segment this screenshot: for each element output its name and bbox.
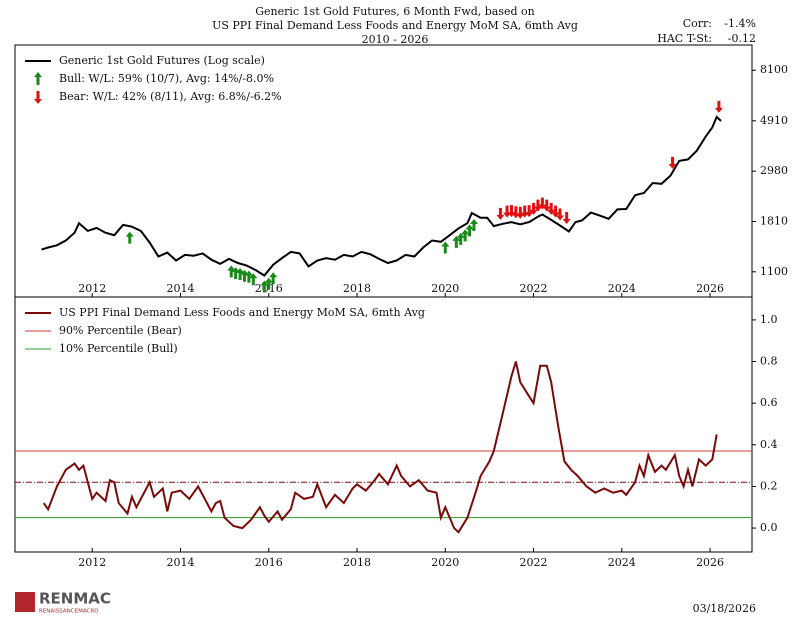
x-tick-label: 2012 (78, 556, 106, 569)
legend-label: US PPI Final Demand Less Foods and Energ… (59, 306, 425, 319)
signal-arrow (533, 199, 542, 212)
y-tick-label: 1100 (760, 265, 788, 278)
x-tick-label: 2020 (431, 282, 459, 295)
hac-value: -0.12 (728, 32, 756, 45)
x-tick-label: 2026 (696, 282, 724, 295)
x-tick-label: 2014 (166, 556, 194, 569)
corr-value: -1.4% (724, 17, 756, 30)
y-tick-label: 0.4 (760, 438, 778, 451)
signal-arrow (236, 268, 245, 281)
legend-swatch (34, 72, 42, 85)
x-tick-label: 2026 (696, 556, 724, 569)
legend-swatch (34, 91, 42, 104)
y-tick-label: 0.2 (760, 479, 778, 492)
signal-arrow (249, 273, 258, 286)
signal-arrow (244, 270, 253, 283)
x-tick-label: 2018 (343, 556, 371, 569)
signal-arrow (260, 280, 269, 293)
signal-arrow (227, 265, 236, 278)
x-tick-label: 2022 (520, 556, 548, 569)
x-tick-label: 2022 (520, 282, 548, 295)
signal-arrow (556, 208, 565, 221)
signal-arrow (520, 205, 529, 218)
hac-label: HAC T-St: (657, 32, 712, 45)
signal-arrow (516, 206, 525, 219)
y-tick-label: 2980 (760, 164, 788, 177)
signal-arrow (496, 207, 505, 220)
y-tick-label: 1.0 (760, 313, 778, 326)
title-line: US PPI Final Demand Less Foods and Energ… (212, 19, 578, 32)
x-tick-label: 2014 (166, 282, 194, 295)
legend-label: 90% Percentile (Bear) (59, 324, 182, 337)
signal-arrow (465, 224, 474, 237)
y-tick-label: 0.8 (760, 355, 778, 368)
x-tick-label: 2018 (343, 282, 371, 295)
signal-arrow (668, 156, 677, 169)
title-line: 2010 - 2026 (362, 33, 429, 46)
data-line (41, 115, 722, 277)
signal-arrow (269, 272, 278, 285)
legend-label: 10% Percentile (Bull) (59, 342, 178, 355)
x-tick-label: 2024 (608, 556, 636, 569)
signal-arrow (231, 267, 240, 280)
signal-arrow (441, 241, 450, 254)
signal-arrow (538, 197, 547, 210)
signal-arrow (461, 229, 470, 242)
signal-arrow (240, 269, 249, 282)
x-tick-label: 2020 (431, 556, 459, 569)
y-tick-label: 1810 (760, 215, 788, 228)
y-tick-label: 0.0 (760, 521, 778, 534)
signal-arrow (547, 202, 556, 215)
logo: RENMAC (39, 590, 111, 608)
x-tick-label: 2016 (255, 556, 283, 569)
date: 03/18/2026 (693, 602, 756, 615)
logo-icon (15, 592, 35, 612)
y-tick-label: 0.6 (760, 396, 778, 409)
x-tick-label: 2024 (608, 282, 636, 295)
title-line: Generic 1st Gold Futures, 6 Month Fwd, b… (255, 5, 535, 18)
signal-arrow (714, 100, 723, 113)
signal-arrow (452, 235, 461, 248)
signal-arrow (125, 231, 134, 244)
logo-sub: RENAISSANCEMACRO (39, 609, 99, 615)
signal-arrow (525, 205, 534, 218)
corr-label: Corr: (683, 17, 712, 30)
y-tick-label: 8100 (760, 63, 788, 76)
legend-label: Bear: W/L: 42% (8/11), Avg: 6.8%/-6.2% (59, 90, 282, 103)
legend-label: Bull: W/L: 59% (10/7), Avg: 14%/-8.0% (59, 72, 274, 85)
signal-arrow (562, 212, 571, 225)
signal-arrow (551, 205, 560, 218)
signal-arrow (529, 202, 538, 215)
signal-arrow (469, 218, 478, 231)
legend-label: Generic 1st Gold Futures (Log scale) (59, 54, 265, 67)
signal-arrow (264, 277, 273, 290)
signal-arrow (456, 232, 465, 245)
x-tick-label: 2012 (78, 282, 106, 295)
plot-frame (14, 296, 753, 553)
y-tick-label: 4910 (760, 114, 788, 127)
signal-arrow (542, 199, 551, 212)
signal-arrow (503, 205, 512, 218)
data-line (42, 361, 718, 534)
